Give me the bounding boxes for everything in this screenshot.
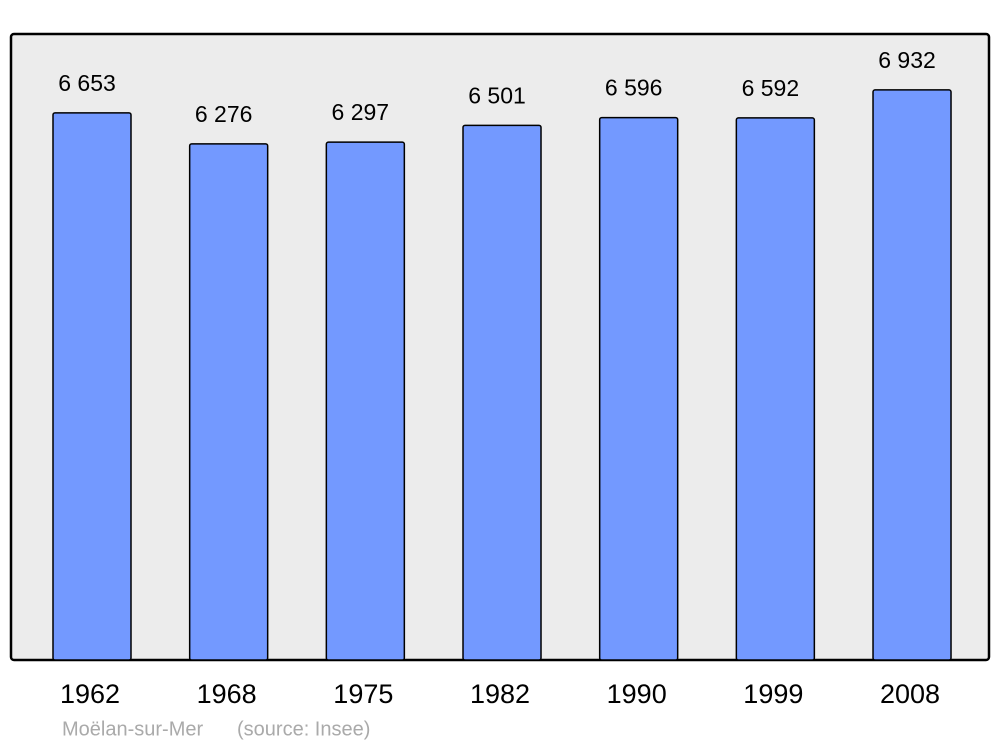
- bar: [462, 124, 542, 661]
- bar: [735, 117, 816, 661]
- value-label: 6 297: [332, 99, 390, 125]
- bar: [872, 89, 952, 661]
- source: (source: Insee): [237, 718, 370, 740]
- x-tick-label: 1962: [60, 679, 120, 709]
- value-label: 6 932: [878, 47, 936, 73]
- x-tick-label: 1968: [197, 679, 257, 709]
- value-label: 6 501: [468, 82, 526, 108]
- value-label: 6 592: [742, 75, 800, 101]
- value-label: 6 596: [605, 75, 663, 101]
- bar: [598, 116, 679, 661]
- value-label: 6 276: [195, 101, 253, 127]
- bar: [325, 141, 406, 661]
- caption: Moëlan-sur-Mer: [62, 718, 203, 740]
- bar: [188, 143, 269, 661]
- x-tick-label: 1975: [333, 679, 393, 709]
- bar: [52, 112, 132, 661]
- x-tick-label: 2008: [880, 679, 940, 709]
- value-label: 6 653: [58, 70, 116, 96]
- x-tick-label: 1982: [470, 679, 530, 709]
- x-tick-label: 1999: [743, 679, 803, 709]
- x-tick-label: 1990: [607, 679, 667, 709]
